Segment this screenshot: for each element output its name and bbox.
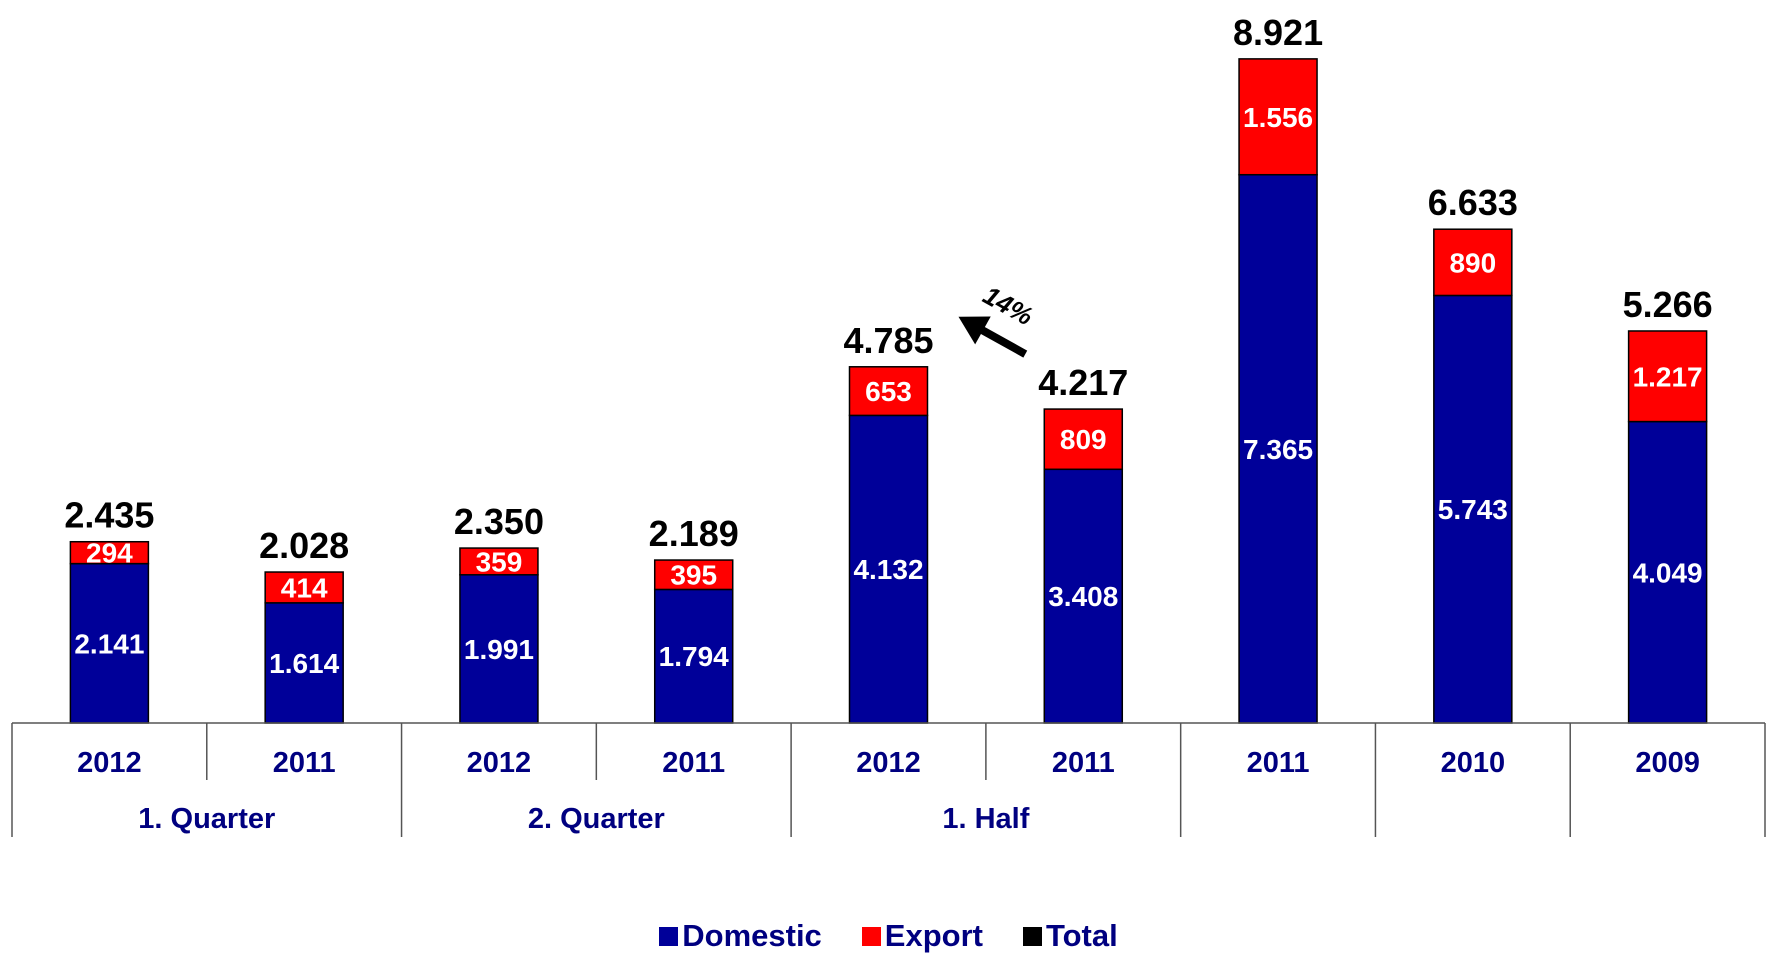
data-label-export-0: 294 (86, 538, 133, 569)
data-label-export-1: 414 (281, 572, 328, 603)
data-label-domestic-4: 4.132 (853, 554, 923, 585)
total-label-4: 4.785 (843, 320, 933, 361)
data-label-export-3: 395 (670, 560, 717, 591)
category-axis: 2012 2011 2012 2011 2012 2011 2011 2010 2009 1. Q… (11, 722, 1766, 837)
category-label-7: 2010 (1441, 747, 1506, 779)
legend-item-export: Export (861, 918, 983, 954)
group-label-0: 1. Quarter (138, 803, 275, 835)
total-label-8: 5.266 (1623, 284, 1713, 325)
bar-domestic-6 (1238, 173, 1318, 724)
bar-export-0 (69, 540, 150, 565)
bar-domestic-7 (1433, 294, 1513, 724)
data-label-domestic-6: 7.365 (1243, 434, 1313, 465)
total-label-2: 2.350 (454, 501, 544, 542)
bar-export-4 (848, 366, 929, 417)
bar-domestic-4 (848, 414, 929, 724)
bar-export-6 (1238, 58, 1318, 176)
data-label-export-8: 1.217 (1633, 361, 1703, 392)
legend-item-domestic: Domestic (659, 918, 822, 954)
category-label-4: 2012 (856, 747, 921, 779)
bar-export-2 (459, 547, 539, 576)
group-label-1: 2. Quarter (528, 803, 665, 835)
data-label-export-5: 809 (1060, 424, 1107, 455)
growth-arrow-head (958, 316, 991, 345)
legend-swatch-export (861, 926, 881, 946)
data-label-domestic-2: 1.991 (464, 634, 534, 665)
legend-label-export: Export (884, 918, 983, 953)
data-label-domestic-5: 3.408 (1048, 581, 1118, 612)
data-label-export-7: 890 (1449, 247, 1496, 278)
category-label-8: 2009 (1635, 747, 1700, 779)
category-label-1: 2011 (273, 747, 336, 779)
legend-item-total: Total (1022, 918, 1118, 954)
total-label-1: 2.028 (259, 525, 349, 566)
data-label-domestic-1: 1.614 (269, 648, 339, 679)
group-label-2: 1. Half (942, 803, 1029, 835)
bar-export-1 (264, 571, 344, 604)
data-label-export-4: 653 (865, 376, 912, 407)
total-label-6: 8.921 (1233, 12, 1323, 53)
category-label-3: 2011 (662, 747, 725, 779)
total-label-3: 2.189 (649, 513, 739, 554)
category-label-0: 2012 (77, 747, 142, 779)
data-label-export-2: 359 (476, 546, 523, 577)
total-label-5: 4.217 (1038, 362, 1128, 403)
bar-domestic-0 (69, 562, 150, 724)
legend-label-domestic: Domestic (682, 918, 822, 953)
bar-export-3 (653, 559, 734, 591)
category-label-2: 2012 (467, 747, 532, 779)
legend-swatch-domestic (659, 926, 679, 946)
data-label-domestic-8: 4.049 (1633, 557, 1703, 588)
data-label-domestic-0: 2.141 (74, 628, 144, 659)
growth-annotation: 14% (958, 280, 1038, 358)
category-label-6: 2011 (1247, 747, 1310, 779)
growth-annotation-label: 14% (978, 280, 1038, 332)
data-label-domestic-3: 1.794 (659, 641, 729, 672)
bar-domestic-8 (1627, 420, 1708, 724)
bar-export-5 (1043, 408, 1124, 471)
data-label-domestic-7: 5.743 (1438, 494, 1508, 525)
total-label-0: 2.435 (64, 495, 154, 536)
legend-swatch-total (1022, 926, 1042, 946)
category-label-5: 2011 (1052, 747, 1115, 779)
legend-label-total: Total (1045, 918, 1118, 953)
data-label-export-6: 1.556 (1243, 102, 1313, 133)
legend: Domestic Export Total (0, 918, 1777, 954)
bar-export-7 (1433, 228, 1513, 297)
total-label-7: 6.633 (1428, 182, 1518, 223)
bar-export-8 (1627, 330, 1708, 423)
